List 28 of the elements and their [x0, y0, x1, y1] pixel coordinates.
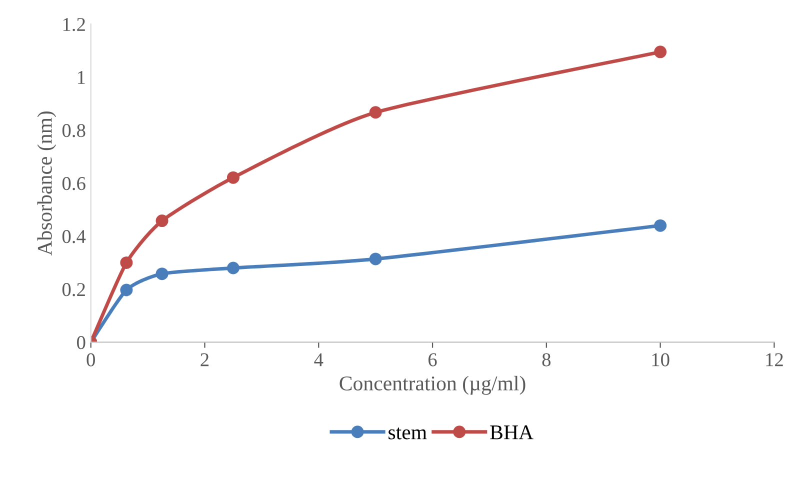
point — [369, 106, 382, 119]
x-tick-label: 10 — [652, 353, 670, 366]
point — [226, 262, 240, 274]
point — [654, 219, 667, 232]
legend-label: stem — [388, 427, 427, 440]
point — [369, 252, 382, 266]
point — [156, 214, 168, 228]
x-tick-label: 6 — [428, 353, 437, 366]
y-axis-title: Absorbance (nm) — [37, 111, 56, 256]
y-tick-label: 1 — [78, 71, 85, 84]
y-tick-label: 0.6 — [62, 176, 86, 190]
point — [120, 256, 133, 269]
x-tick-label: 2 — [200, 353, 209, 366]
y-tick-label: 1.2 — [63, 18, 85, 32]
y-tick-label: 0.8 — [62, 124, 86, 138]
point — [120, 284, 133, 296]
legend-label: BHA — [490, 425, 534, 440]
point — [226, 171, 240, 184]
point — [654, 46, 667, 58]
x-tick-label: 4 — [314, 353, 324, 366]
x-axis-title: Concentration (µg/ml) — [340, 376, 526, 395]
point — [156, 268, 168, 280]
x-tick-label: 8 — [542, 353, 551, 366]
y-tick-label: 0.2 — [62, 283, 85, 296]
x-tick-label: 0 — [86, 353, 95, 366]
y-tick-label: 0 — [77, 336, 86, 350]
y-tick-label: 0.4 — [62, 230, 86, 244]
x-tick-label: 12 — [766, 353, 783, 366]
